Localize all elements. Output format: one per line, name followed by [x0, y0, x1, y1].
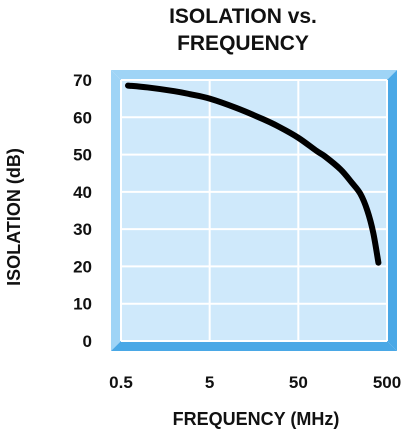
x-tick-label: 0.5 [109, 373, 133, 392]
bevel-right [387, 70, 397, 351]
y-tick-label: 20 [73, 257, 92, 276]
x-axis-ticks: 0.5 5 50 500 [109, 373, 401, 392]
y-tick-label: 0 [83, 332, 92, 351]
y-axis-label: ISOLATION (dB) [4, 148, 24, 286]
chart-title-line2: FREQUENCY [177, 32, 309, 55]
y-tick-label: 40 [73, 183, 92, 202]
x-axis-label: FREQUENCY (MHz) [173, 409, 340, 429]
plot-frame [111, 70, 397, 351]
x-tick-label: 500 [373, 373, 401, 392]
series-group [125, 82, 382, 266]
chart-title-line1: ISOLATION vs. [169, 5, 317, 28]
y-tick-label: 50 [73, 146, 92, 165]
plot-area [121, 80, 387, 341]
x-tick-label: 50 [289, 373, 308, 392]
isolation-curve [125, 82, 382, 266]
grid [120, 79, 388, 342]
y-tick-label: 30 [73, 220, 92, 239]
y-tick-label: 10 [73, 295, 92, 314]
y-tick-label: 60 [73, 108, 92, 127]
y-tick-label: 70 [73, 71, 92, 90]
bevel-left [111, 70, 121, 351]
bevel-bottom [111, 341, 397, 351]
y-axis-ticks: 0 10 20 30 40 50 60 70 [73, 71, 92, 351]
bevel-top [111, 70, 397, 80]
x-tick-label: 5 [205, 373, 214, 392]
